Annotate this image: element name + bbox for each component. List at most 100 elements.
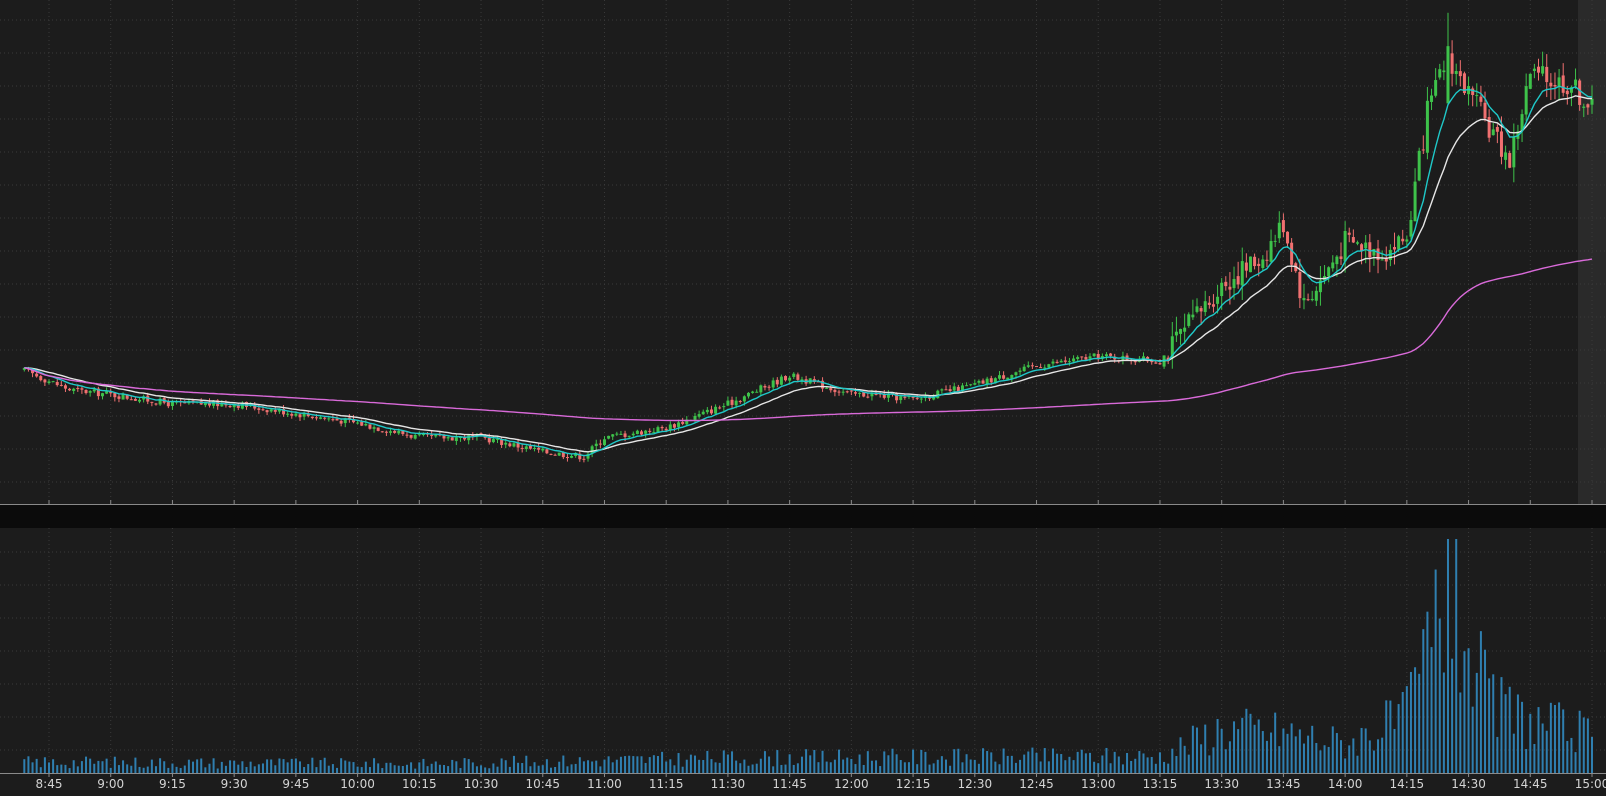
volume-bar (1562, 709, 1565, 773)
candle-body (919, 398, 923, 400)
volume-bar (986, 750, 989, 773)
candle-body (92, 389, 96, 392)
candle-body (319, 417, 323, 419)
volume-bar (138, 766, 141, 773)
volume-bar (1455, 539, 1458, 773)
candle-body (1006, 377, 1010, 380)
volume-bar (179, 768, 182, 773)
volume-bar (1459, 692, 1462, 773)
volume-bar (611, 762, 614, 773)
candle-body (1446, 46, 1450, 104)
candle-body (1170, 336, 1174, 359)
candle-body (849, 390, 853, 392)
candle-body (1582, 106, 1586, 108)
candle-body (22, 367, 26, 370)
candle-body (117, 396, 121, 399)
volume-bar (368, 767, 371, 773)
volume-bar (1257, 719, 1260, 773)
volume-bar (1023, 754, 1026, 773)
volume-bar (105, 758, 108, 773)
candle-body (421, 434, 425, 436)
volume-bar (385, 762, 388, 773)
volume-bar (336, 767, 339, 773)
volume-bar (574, 763, 577, 773)
x-tick-label: 10:15 (402, 777, 437, 791)
candle-body (1084, 357, 1088, 360)
volume-bar (1389, 700, 1392, 773)
volume-bar (1327, 746, 1330, 773)
x-tick-label: 15:00 (1575, 777, 1606, 791)
candle-body (1253, 256, 1257, 267)
candle-body (965, 385, 969, 387)
candle-body (1360, 244, 1364, 251)
candle-body (997, 375, 1001, 379)
volume-bar (1414, 667, 1417, 773)
candle-body (1512, 136, 1516, 168)
x-tick-label: 8:45 (36, 777, 63, 791)
candle-body (154, 403, 158, 405)
candle-body (1072, 358, 1076, 362)
candle-body (1306, 299, 1310, 301)
volume-bar (1068, 756, 1071, 773)
gridlines (0, 0, 1606, 773)
volume-bar (1558, 702, 1561, 773)
candle-body (742, 396, 746, 402)
volume-bar (1307, 735, 1310, 773)
ema-fast-line (24, 85, 1593, 457)
volume-bar (1043, 748, 1046, 773)
volume-bar (615, 759, 618, 773)
candle-body (261, 409, 265, 411)
candle-body (401, 430, 405, 435)
volume-bar (183, 765, 186, 773)
volume-bar (27, 756, 30, 773)
candle-body (76, 388, 80, 390)
candle-body (1203, 301, 1207, 313)
candle-body (1545, 66, 1549, 83)
volume-bar (1019, 759, 1022, 773)
candle-body (973, 383, 977, 385)
volume-bar (488, 768, 491, 773)
x-tick-labels: 8:45 9:00 9:15 9:30 9:45 10:00 10:15 10:30 10:45… (36, 777, 1606, 791)
volume-bar (327, 765, 330, 773)
candle-body (121, 394, 125, 400)
candle-body (434, 434, 438, 437)
volume-bar (599, 766, 602, 773)
volume-bar (747, 765, 750, 773)
volume-bar (805, 749, 808, 773)
volume-bar (669, 759, 672, 773)
candle-body (656, 427, 660, 433)
candle-body (1248, 256, 1252, 273)
volume-bar (241, 761, 244, 773)
volume-bar (212, 758, 215, 773)
volume-bar (377, 763, 380, 773)
candle-body (504, 442, 508, 445)
volume-bar (459, 768, 462, 773)
volume-bar (31, 762, 34, 773)
candle-body (1491, 129, 1495, 136)
candle-body (1121, 355, 1125, 362)
candle-body (730, 399, 734, 405)
volume-bar (977, 763, 980, 773)
volume-bar (1385, 700, 1388, 773)
candle-body (981, 380, 985, 384)
candle-body (1199, 308, 1203, 312)
candle-body (236, 404, 240, 408)
candle-body (1458, 71, 1462, 77)
candle-body (1405, 239, 1409, 242)
volume-bar (447, 766, 450, 773)
candle-body (1302, 298, 1306, 301)
volume-bar (1319, 750, 1322, 773)
volume-bar (838, 749, 841, 773)
volume-bar (1228, 741, 1231, 773)
candle-body (265, 410, 269, 413)
volume-bar (496, 766, 499, 773)
volume-bar (508, 766, 511, 773)
volume-bar (1216, 718, 1219, 773)
candle-body (1232, 278, 1236, 289)
candle-body (43, 379, 47, 383)
candle-body (763, 386, 767, 388)
volume-bar (562, 755, 565, 773)
volume-bar (1302, 743, 1305, 773)
volume-bar (1393, 728, 1396, 773)
candle-body (294, 413, 298, 416)
